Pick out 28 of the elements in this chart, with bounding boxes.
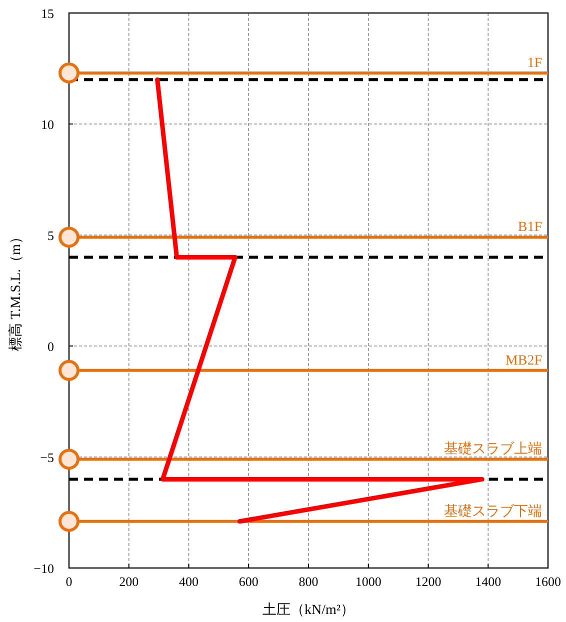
y-tick-label: 5 [48,228,54,243]
x-axis-title: 土圧（kN/m²） [262,602,355,618]
ref-line-label: B1F [518,220,542,236]
y-tick-label: −5 [40,450,54,465]
y-tick-label: −10 [34,561,54,576]
ref-line-label: 基礎スラブ下端 [444,503,542,520]
x-tick-label: 400 [179,574,198,589]
y-tick-label: 15 [41,6,54,21]
y-tick-label: 10 [41,117,54,132]
point [58,510,80,532]
x-tick-label: 1600 [535,574,561,589]
point [58,226,80,248]
x-tick-label: 600 [238,574,258,589]
line-series [155,77,484,524]
y-axis-title: 標高 T.M.S.L.（m） [8,230,24,351]
x-tick-label: 200 [119,574,139,589]
point [58,448,80,470]
x-tick-label: 0 [66,574,72,589]
x-tick-label: 800 [298,574,318,589]
y-tick-label: 0 [48,339,54,354]
ref-line-label: 基礎スラブ上端 [444,441,542,458]
x-tick-label: 1400 [475,574,502,589]
point [58,62,80,84]
ref-line-label: MB2F [505,353,542,368]
x-tick-label: 1000 [355,574,382,589]
point [58,360,80,381]
x-tick-label: 1200 [415,574,442,589]
ref-line-label: 1F [527,56,542,71]
